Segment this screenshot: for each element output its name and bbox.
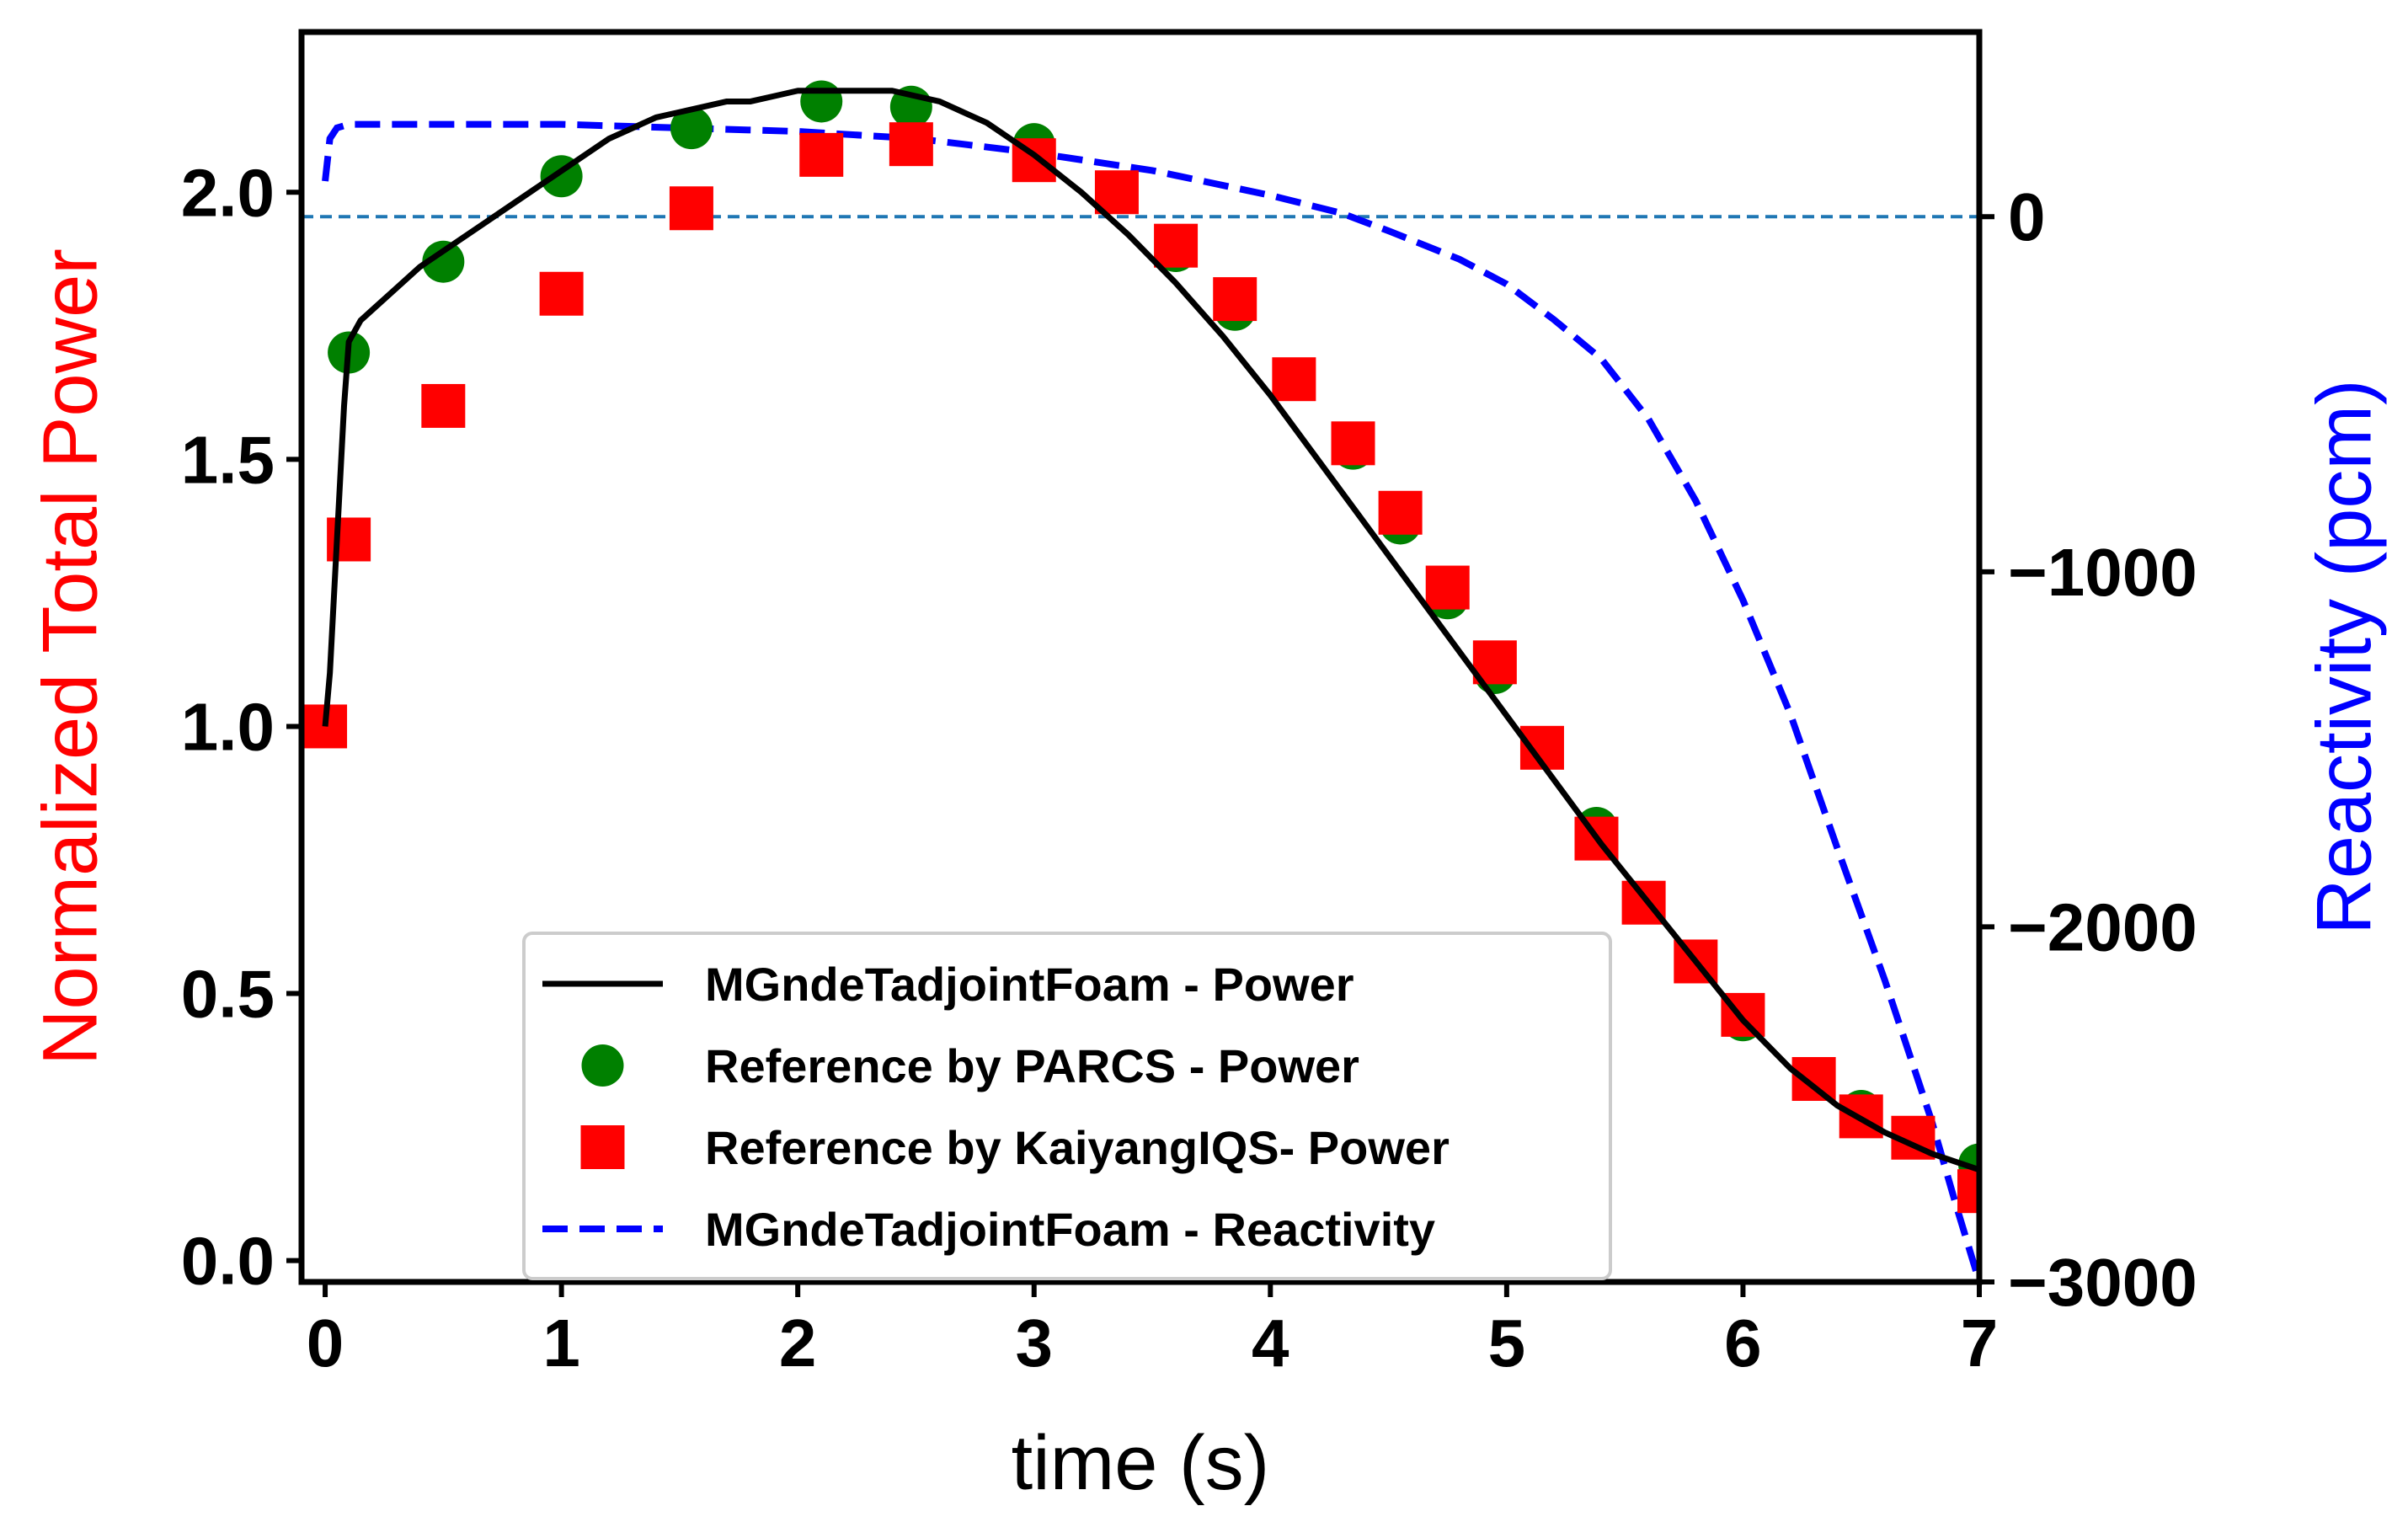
kaiyang-point [1957,1169,1979,1214]
parcs-point [670,107,713,150]
kaiyang-point [1425,565,1470,610]
x-axis-label: time (s) [1012,1420,1270,1506]
kaiyang-point [1154,223,1199,268]
x-tick-label: 4 [1252,1306,1289,1380]
y-left-tick-label: 1.5 [181,422,275,497]
legend-handle-kaiyang [580,1125,625,1169]
kaiyang-point [669,186,713,231]
x-tick-label: 5 [1488,1306,1526,1380]
kaiyang-point [1213,277,1257,322]
legend-handle-parcs [581,1044,624,1087]
series-layer [303,80,1979,1282]
legend-entry-label: Reference by PARCS - Power [705,1039,1359,1092]
y-left-axis-label: Normalized Total Power [27,248,113,1065]
legend: MGndeTadjointFoam - Power Reference by PA… [522,932,1612,1280]
kaiyang-point [799,132,844,177]
parcs-point [422,240,465,283]
x-tick-label: 2 [779,1306,817,1380]
y-left-tick-label: 2.0 [181,155,275,230]
kaiyang-point [539,271,584,316]
y-left-tick-label: 0.0 [181,1224,275,1299]
legend-box [522,932,1612,1280]
reactivity-line [322,120,1979,1282]
y-right-tick-label: 0 [2008,179,2046,254]
y-right-axis-label: Reactivity (pcm) [2301,379,2387,934]
tick-layer: 0 1 2 3 4 5 6 7 0.0 0.5 1.0 1.5 2.0 0 −1000 −2000 −3000 [181,155,2197,1380]
power-line [322,88,1979,1173]
kaiyang-markers [303,122,1979,1214]
kaiyang-point [889,122,933,167]
legend-entry-label: MGndeTadjointFoam - Reactivity [705,1203,1435,1256]
y-right-tick-label: −3000 [2008,1245,2197,1320]
kaiyang-point [1094,170,1139,215]
legend-entry-label: MGndeTadjointFoam - Power [705,958,1354,1011]
x-tick-label: 0 [307,1306,344,1380]
parcs-point [800,80,843,123]
y-left-tick-label: 1.0 [181,689,275,764]
kaiyang-point [1272,357,1316,402]
kaiyang-point [1791,1057,1836,1102]
x-tick-label: 3 [1015,1306,1053,1380]
y-left-tick-label: 0.5 [181,957,275,1032]
kaiyang-point [421,383,466,428]
kaiyang-point [1378,490,1423,535]
x-tick-label: 1 [542,1306,580,1380]
x-tick-label: 6 [1724,1306,1762,1380]
y-right-tick-label: −2000 [2008,889,2197,964]
x-tick-label: 7 [1961,1306,1999,1380]
y-right-tick-label: −1000 [2008,535,2197,610]
kaiyang-point [1331,421,1375,466]
plot-frame [298,29,1983,1285]
legend-entry-label: Reference by KaiyangIQS- Power [705,1121,1450,1174]
